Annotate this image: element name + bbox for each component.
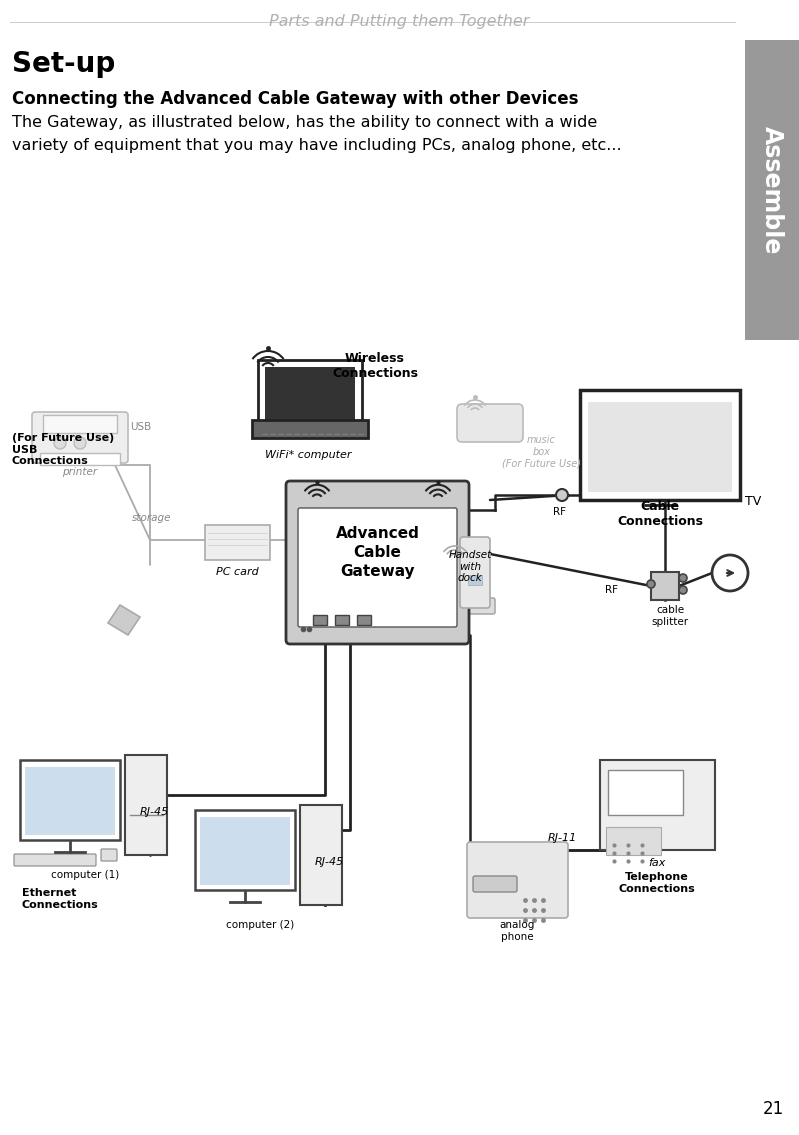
Circle shape	[74, 437, 86, 449]
Text: storage: storage	[132, 513, 172, 523]
FancyBboxPatch shape	[608, 770, 683, 815]
FancyBboxPatch shape	[195, 810, 295, 890]
FancyBboxPatch shape	[205, 526, 270, 560]
FancyBboxPatch shape	[300, 805, 342, 905]
Text: TV: TV	[745, 495, 761, 508]
FancyBboxPatch shape	[455, 598, 495, 614]
Circle shape	[556, 489, 568, 501]
Text: RJ-45: RJ-45	[140, 807, 169, 817]
Text: computer (1): computer (1)	[51, 871, 119, 880]
FancyBboxPatch shape	[600, 760, 715, 850]
Text: PC card: PC card	[216, 568, 258, 577]
Text: Ethernet
Connections: Ethernet Connections	[22, 888, 99, 909]
FancyBboxPatch shape	[467, 842, 568, 918]
FancyBboxPatch shape	[298, 508, 457, 627]
FancyBboxPatch shape	[43, 415, 117, 432]
FancyBboxPatch shape	[460, 537, 490, 608]
FancyBboxPatch shape	[335, 615, 349, 625]
FancyBboxPatch shape	[101, 849, 117, 861]
Text: RF: RF	[552, 507, 566, 518]
FancyBboxPatch shape	[286, 481, 469, 644]
Circle shape	[54, 437, 66, 449]
Text: music
box
(For Future Use): music box (For Future Use)	[502, 435, 581, 469]
Text: Cable
Connections: Cable Connections	[617, 501, 703, 528]
Text: Set-up: Set-up	[12, 50, 115, 78]
FancyBboxPatch shape	[468, 575, 482, 585]
Text: (For Future Use)
USB
Connections: (For Future Use) USB Connections	[12, 432, 114, 466]
FancyBboxPatch shape	[32, 412, 128, 463]
FancyBboxPatch shape	[40, 453, 120, 465]
Text: analog
phone: analog phone	[499, 920, 535, 942]
FancyBboxPatch shape	[313, 615, 327, 625]
FancyBboxPatch shape	[200, 817, 290, 885]
FancyBboxPatch shape	[357, 615, 371, 625]
Text: 21: 21	[763, 1100, 784, 1118]
Circle shape	[647, 580, 655, 588]
FancyBboxPatch shape	[606, 827, 661, 855]
Text: RJ-45: RJ-45	[315, 857, 344, 867]
FancyBboxPatch shape	[252, 420, 368, 438]
Text: cable
splitter: cable splitter	[651, 605, 689, 627]
Text: variety of equipment that you may have including PCs, analog phone, etc...: variety of equipment that you may have i…	[12, 138, 622, 153]
Circle shape	[712, 555, 748, 591]
FancyBboxPatch shape	[25, 767, 115, 835]
Circle shape	[679, 574, 687, 582]
FancyBboxPatch shape	[125, 755, 167, 855]
Text: computer (2): computer (2)	[226, 920, 294, 930]
Text: Handset
with
dock: Handset with dock	[448, 550, 491, 583]
FancyBboxPatch shape	[265, 367, 355, 422]
FancyBboxPatch shape	[457, 404, 523, 442]
Text: The Gateway, as illustrated below, has the ability to connect with a wide: The Gateway, as illustrated below, has t…	[12, 115, 597, 131]
FancyBboxPatch shape	[20, 760, 120, 840]
Text: Telephone
Connections: Telephone Connections	[618, 872, 695, 893]
Circle shape	[679, 586, 687, 594]
FancyBboxPatch shape	[651, 572, 679, 600]
Text: printer: printer	[62, 466, 97, 477]
Text: Connecting the Advanced Cable Gateway with other Devices: Connecting the Advanced Cable Gateway wi…	[12, 90, 578, 108]
FancyBboxPatch shape	[588, 402, 732, 491]
Text: Assemble: Assemble	[760, 126, 784, 254]
Polygon shape	[108, 605, 140, 634]
FancyBboxPatch shape	[14, 854, 96, 866]
FancyBboxPatch shape	[580, 390, 740, 501]
FancyBboxPatch shape	[473, 876, 517, 892]
Text: USB: USB	[130, 422, 151, 432]
Text: WiFi* computer: WiFi* computer	[264, 449, 352, 460]
Text: RJ-11: RJ-11	[548, 833, 577, 843]
FancyBboxPatch shape	[258, 360, 362, 428]
Text: fax: fax	[648, 858, 666, 868]
Text: Parts and Putting them Together: Parts and Putting them Together	[268, 14, 529, 30]
Bar	[745, 40, 799, 341]
Text: RF: RF	[605, 585, 618, 595]
Text: Wireless
Connections: Wireless Connections	[332, 352, 418, 380]
Text: Advanced
Cable
Gateway: Advanced Cable Gateway	[336, 527, 419, 579]
